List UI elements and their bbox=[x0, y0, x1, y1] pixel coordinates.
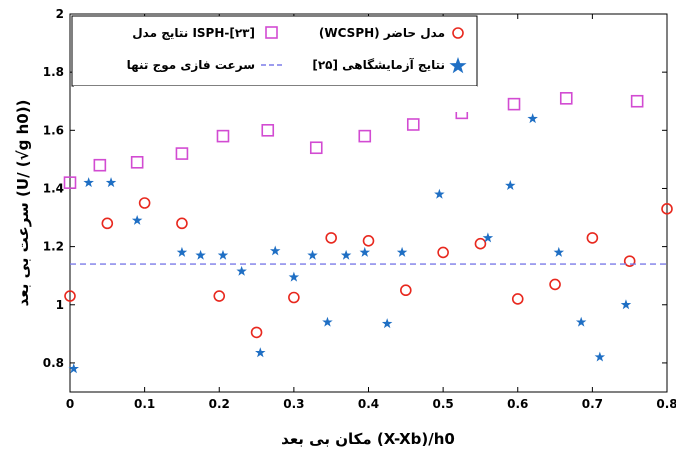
isph-square-point bbox=[507, 97, 521, 111]
isph-square-point bbox=[630, 94, 644, 108]
wcsph-circle-point bbox=[64, 290, 76, 302]
experimental-star-point bbox=[131, 214, 143, 225]
experimental-star-point bbox=[434, 188, 445, 199]
experimental-star-point bbox=[176, 246, 188, 257]
isph-square-point bbox=[130, 155, 144, 169]
isph-square-point bbox=[175, 147, 189, 160]
y-tick-label: 0.8 bbox=[43, 356, 64, 370]
experimental-star-point bbox=[68, 363, 79, 374]
y-tick-label: 1.4 bbox=[43, 181, 64, 195]
x-tick-label: 0.5 bbox=[432, 397, 453, 411]
experimental-star-point bbox=[359, 246, 370, 257]
x-axis-title: مکان بی بعد (X-Xb)/h0 bbox=[281, 430, 455, 448]
x-tick-label: 0.8 bbox=[656, 397, 676, 411]
y-axis-title: سرعت بی بعد (U/ (√g h0)) bbox=[14, 100, 32, 307]
experimental-star-point bbox=[195, 249, 206, 260]
x-tick-label: 0.3 bbox=[283, 397, 304, 411]
experimental-star-point bbox=[594, 351, 606, 362]
experimental-star-point bbox=[217, 249, 229, 260]
wcsph-circle-point bbox=[437, 246, 449, 259]
wcsph-circle-point bbox=[474, 237, 487, 250]
legend-circle-marker bbox=[452, 27, 464, 39]
x-tick-label: 0.2 bbox=[209, 397, 230, 411]
experimental-star-point bbox=[83, 177, 94, 188]
isph-square-point bbox=[309, 141, 323, 155]
wcsph-circle-point bbox=[586, 232, 599, 244]
x-tick-label: 0 bbox=[66, 397, 74, 411]
y-tick-label: 1.2 bbox=[43, 240, 64, 254]
experimental-star-point bbox=[527, 113, 538, 124]
experimental-star-point bbox=[340, 249, 352, 260]
legend-label-phase-speed: سرعت فازی موج تنها bbox=[127, 58, 255, 73]
experimental-star-point bbox=[482, 232, 494, 243]
isph-square-point bbox=[93, 158, 107, 172]
wcsph-circle-point bbox=[138, 197, 151, 209]
experimental-star-point bbox=[381, 318, 393, 329]
wcsph-circle-point bbox=[176, 217, 188, 230]
legend-label-isph: نتایج مدل ISPH-[۲۳] bbox=[132, 26, 255, 40]
experimental-star-point bbox=[105, 177, 117, 188]
experimental-star-point bbox=[620, 299, 632, 310]
isph-square-point bbox=[358, 129, 372, 143]
experimental-star-point bbox=[505, 180, 516, 190]
wcsph-circle-point bbox=[325, 232, 337, 244]
y-axis-ticks: 0.8 1 1.2 1.4 1.6 1.8 2 bbox=[43, 7, 667, 370]
legend-shadow bbox=[74, 86, 477, 112]
wcsph-circle-point bbox=[511, 293, 524, 305]
legend-label-wcsph: (WCSPH) مدل حاضر bbox=[319, 26, 445, 40]
y-tick-label: 1.8 bbox=[43, 65, 64, 79]
wcsph-circle-point bbox=[400, 284, 412, 297]
experimental-star-point bbox=[307, 249, 318, 260]
wcsph-circle-point bbox=[623, 255, 636, 267]
legend-label-experimental: نتایج آزمایشگاهی [۲۵] bbox=[312, 57, 445, 72]
isph-square-point bbox=[559, 92, 573, 105]
experimental-star-point bbox=[288, 271, 300, 282]
isph-square-point bbox=[261, 124, 275, 137]
y-tick-label: 1 bbox=[56, 298, 64, 312]
isph-square-point bbox=[406, 118, 420, 131]
y-tick-label: 1.6 bbox=[43, 123, 64, 137]
isph-square-point bbox=[216, 129, 230, 143]
legend: (WCSPH) مدل حاضر نتایج آزمایشگاهی [۲۵] ن… bbox=[71, 15, 478, 112]
experimental-star-point bbox=[575, 316, 587, 327]
wcsph-circle-point bbox=[549, 278, 561, 291]
x-tick-label: 0.1 bbox=[134, 397, 155, 411]
x-tick-label: 0.4 bbox=[358, 397, 379, 411]
x-tick-label: 0.7 bbox=[582, 397, 603, 411]
wcsph-circle-point bbox=[213, 290, 226, 302]
wcsph-circle-point bbox=[288, 291, 300, 304]
data-series bbox=[63, 92, 673, 374]
experimental-star-point bbox=[553, 246, 565, 257]
isph-square-point bbox=[63, 176, 77, 189]
experimental-star-point bbox=[269, 245, 281, 256]
wcsph-circle-point bbox=[362, 235, 375, 247]
legend-star-marker bbox=[449, 57, 467, 74]
experimental-star-point bbox=[255, 347, 266, 358]
experimental-star-point bbox=[322, 316, 333, 327]
experimental-star-point bbox=[396, 246, 408, 257]
wcsph-circle-point bbox=[661, 203, 673, 215]
y-tick-label: 2 bbox=[56, 7, 64, 21]
experimental-star-point bbox=[236, 265, 247, 276]
legend-square-marker bbox=[265, 26, 278, 39]
wcsph-circle-point bbox=[101, 217, 114, 230]
x-tick-label: 0.6 bbox=[507, 397, 528, 411]
wcsph-circle-point bbox=[250, 326, 263, 339]
